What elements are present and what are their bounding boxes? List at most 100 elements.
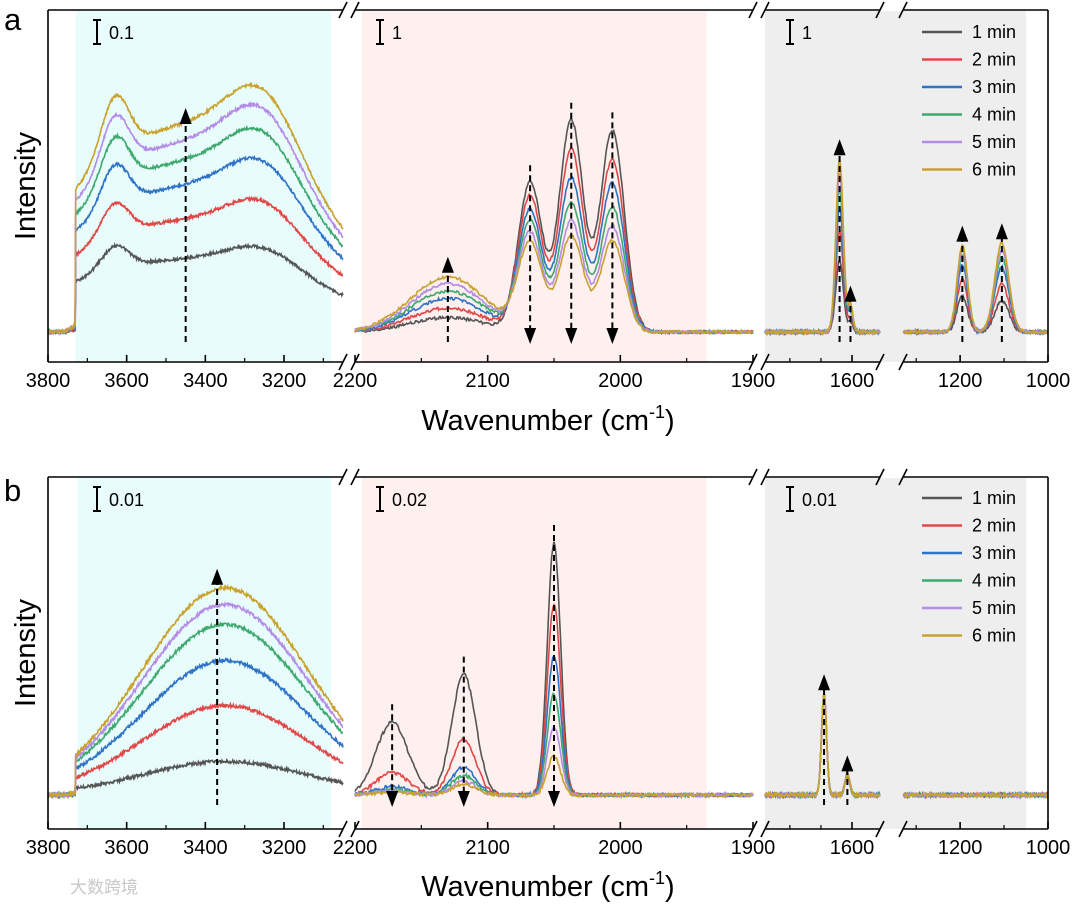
x-tick-label: 3200 [262, 837, 307, 859]
y-axis-title: Intensity [10, 132, 42, 240]
shaded-band [75, 11, 332, 362]
x-axis-title: Wavenumber (cm-1) [421, 402, 674, 437]
x-tick-label: 1600 [830, 370, 875, 392]
axis-break-mark [338, 1, 348, 19]
axis-break-mark [875, 468, 885, 486]
x-tick-label: 2200 [333, 370, 378, 392]
trend-arrow-head [995, 223, 1008, 240]
series-line-6-min [354, 233, 754, 336]
trend-arrow-head [457, 791, 470, 807]
trend-arrow-head [524, 328, 537, 344]
x-tick-label: 3200 [262, 370, 307, 392]
series-line-2-min [47, 701, 344, 799]
trend-arrow-head [841, 755, 854, 772]
scale-bar-label: 0.02 [392, 490, 427, 510]
x-tick-label: 2000 [598, 370, 643, 392]
x-tick-label: 3400 [183, 370, 228, 392]
series-line-6-min [47, 81, 344, 336]
legend-label: 5 min [972, 132, 1016, 152]
y-axis-title: Intensity [10, 599, 42, 707]
trend-arrow-head [844, 285, 857, 302]
shaded-band [77, 478, 332, 829]
axis-break-mark [898, 820, 908, 838]
series-line-1-min [47, 758, 344, 800]
series-line-5-min [47, 601, 344, 799]
series-line-1-min [47, 241, 344, 336]
x-axis-title: Wavenumber (cm-1) [421, 868, 674, 903]
axis-break-mark [875, 820, 885, 838]
legend-label: 4 min [972, 571, 1016, 591]
series-line-2-min [47, 195, 344, 335]
series-line-3-min [47, 656, 344, 800]
trend-arrow-head [548, 791, 560, 807]
legend-label: 1 min [972, 22, 1016, 42]
trend-arrow-head [386, 791, 399, 807]
series-line-6-min [47, 583, 344, 799]
trend-arrow-head [818, 674, 831, 691]
axis-break-mark [338, 353, 348, 371]
series-line-6-min [764, 157, 1049, 337]
scale-bar-label: 0.01 [109, 490, 144, 510]
panel-b: 3800 3600 3400 3200 0.01 2200 2100 2000 1900 0.02… [4, 468, 1071, 903]
series-line-3-min [47, 155, 344, 336]
panel-letter: a [4, 2, 22, 37]
x-tick-label: 3600 [104, 370, 149, 392]
axis-break-mark [760, 353, 770, 371]
x-tick-label: 3400 [183, 837, 228, 859]
axis-break-mark [748, 468, 758, 486]
shaded-band [765, 11, 1027, 362]
legend-label: 6 min [972, 160, 1016, 180]
shaded-band [765, 478, 1027, 829]
watermark-text: 大数跨境 [70, 878, 138, 897]
axis-break-mark [760, 820, 770, 838]
legend-label: 4 min [972, 105, 1016, 125]
x-tick-label: 1900 [731, 837, 776, 859]
x-tick-label: 3600 [104, 837, 149, 859]
scale-bar-label: 1 [392, 23, 402, 43]
axis-break-mark [350, 468, 360, 486]
axis-break-mark [875, 1, 885, 19]
x-tick-label: 1600 [830, 837, 875, 859]
x-tick-label: 1000 [1026, 370, 1071, 392]
trend-arrow-head [179, 108, 192, 124]
x-tick-label: 3800 [26, 370, 71, 392]
axis-break-mark [338, 820, 348, 838]
axis-break-mark [898, 1, 908, 19]
trend-arrow-head [833, 139, 846, 156]
axis-break-mark [760, 468, 770, 486]
series-line-6-min [764, 694, 1049, 800]
legend-label: 3 min [972, 77, 1016, 97]
panel-letter: b [4, 473, 21, 508]
scale-bar-label: 0.01 [802, 490, 837, 510]
legend-label: 3 min [972, 543, 1016, 563]
trend-arrow-head [606, 328, 619, 344]
trend-arrow-head [956, 225, 969, 242]
x-tick-label: 2100 [465, 370, 510, 392]
x-tick-label: 2000 [598, 837, 643, 859]
axis-break-mark [898, 353, 908, 371]
axis-break-mark [760, 1, 770, 19]
x-tick-label: 1000 [1026, 837, 1071, 859]
axis-break-mark [350, 1, 360, 19]
trend-arrow-head [565, 328, 578, 344]
scale-bar-label: 0.1 [109, 23, 134, 43]
trend-arrow-head [441, 256, 454, 273]
scale-bar-label: 1 [802, 23, 812, 43]
series-line-4-min [47, 124, 344, 336]
legend-label: 1 min [972, 488, 1016, 508]
axis-break-mark [875, 353, 885, 371]
legend-label: 5 min [972, 598, 1016, 618]
x-tick-label: 1200 [938, 370, 983, 392]
legend-label: 2 min [972, 516, 1016, 536]
x-tick-label: 3800 [26, 837, 71, 859]
legend-label: 6 min [972, 626, 1016, 646]
x-tick-label: 2100 [465, 837, 510, 859]
axis-break-mark [748, 1, 758, 19]
series-line-5-min [354, 219, 754, 335]
legend-label: 2 min [972, 50, 1016, 70]
trend-arrow-head [211, 568, 224, 585]
x-tick-label: 1200 [938, 837, 983, 859]
series-line-4-min [47, 620, 344, 800]
shaded-band [361, 478, 707, 829]
